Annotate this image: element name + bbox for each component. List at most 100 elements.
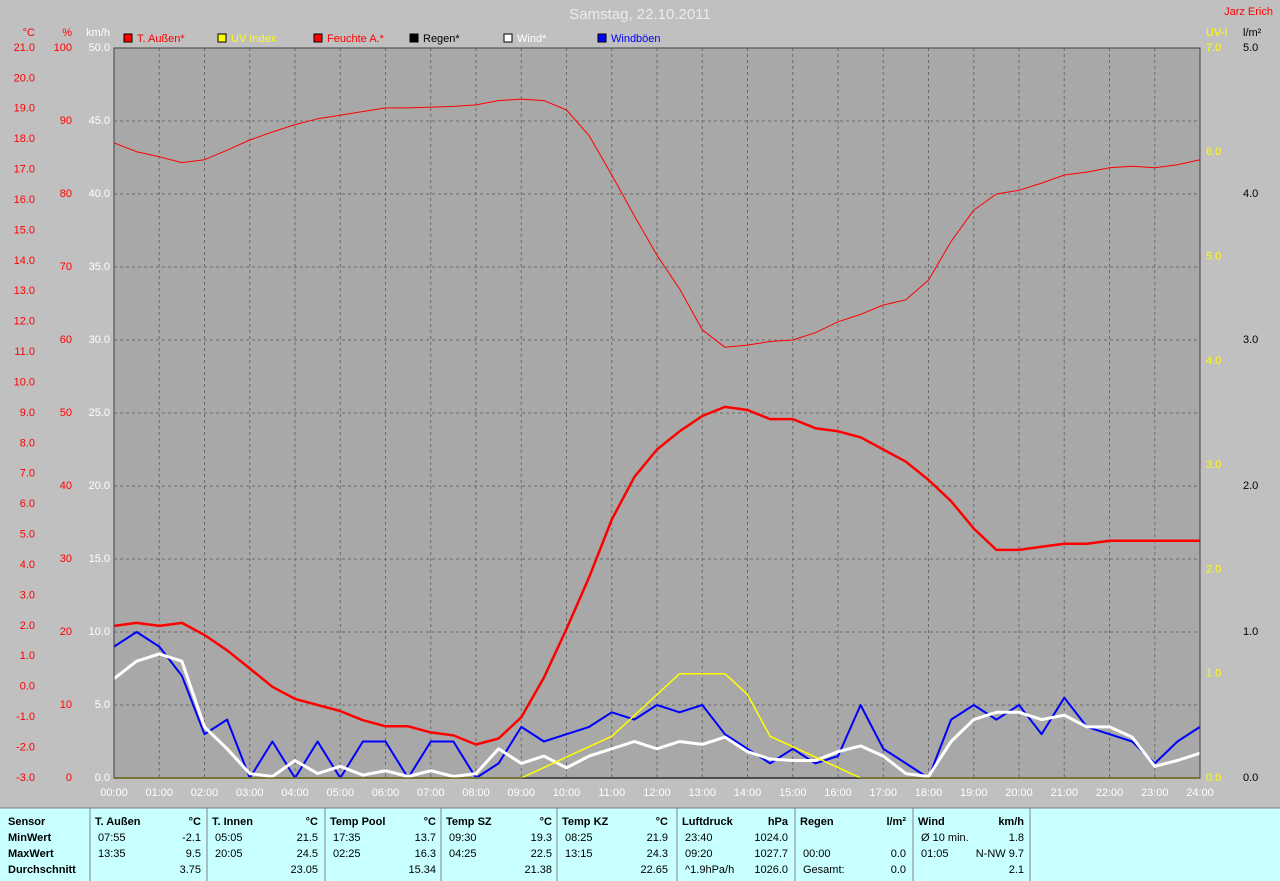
cell-time: 09:30 [449,832,477,844]
cell-time: 07:55 [98,832,126,844]
row-label: MaxWert [8,848,54,860]
axis-unit: l/m² [1243,27,1262,39]
group-unit: °C [656,816,668,828]
y-tick-label: 2.0 [1243,480,1258,492]
y-tick-label: 3.0 [1206,459,1221,471]
cell-value: 15.34 [408,864,436,876]
cell-value: 16.3 [415,848,436,860]
y-tick-label: 5.0 [20,529,35,541]
cell-value: 0.0 [891,848,906,860]
y-tick-label: 90 [60,115,72,127]
y-tick-label: 17.0 [14,164,35,176]
x-tick-label: 11:00 [598,787,625,799]
y-tick-label: 19.0 [14,103,35,115]
x-tick-label: 14:00 [734,787,762,799]
x-tick-label: 04:00 [281,787,309,799]
y-tick-label: 70 [60,261,72,273]
cell-value: 22.5 [531,848,552,860]
y-tick-label: 15.0 [14,224,35,236]
y-tick-label: 5.0 [1243,42,1258,54]
group-unit: °C [424,816,436,828]
cell-time: 20:05 [215,848,243,860]
y-tick-label: 12.0 [14,316,35,328]
group-unit: hPa [768,816,789,828]
group-name: Wind [918,816,945,828]
cell-value: 24.3 [647,848,668,860]
legend-label: Windböen [611,33,661,45]
series-line [113,652,1201,778]
y-tick-label: 0 [66,772,72,784]
row-label: Sensor [8,816,46,828]
axis-unit: UV-I [1206,27,1227,39]
x-tick-label: 02:00 [191,787,219,799]
group-name: Temp KZ [562,816,609,828]
cell-value: 0.0 [891,864,906,876]
legend-label: Regen* [423,33,460,45]
y-tick-label: 8.0 [20,437,35,449]
cell-value: 21.5 [297,832,318,844]
y-tick-label: 11.0 [14,346,35,358]
y-tick-label: 0.0 [20,681,35,693]
x-tick-label: 20:00 [1005,787,1033,799]
y-tick-label: 0.0 [95,772,110,784]
group-name: T. Innen [212,816,253,828]
plot-frame [113,47,1201,779]
y-tick-label: 35.0 [89,261,110,273]
cell-time: 01:05 [921,848,949,860]
cell-time: Ø 10 min. [921,832,969,844]
cell-value: 22.65 [640,864,668,876]
y-tick-label: 45.0 [89,115,110,127]
axis-unit: °C [23,27,35,39]
y-tick-label: 9.0 [20,407,35,419]
legend-label: UV Index [231,33,277,45]
group-name: Regen [800,816,834,828]
y-tick-label: -2.0 [16,741,35,753]
y-tick-label: 40.0 [89,188,110,200]
legend-label: Feuchte A.* [327,33,385,45]
y-tick-label: 3.0 [1243,334,1258,346]
cell-value: 21.38 [524,864,552,876]
y-tick-label: 1.0 [20,650,35,662]
x-tick-label: 19:00 [960,787,988,799]
cell-value: 19.3 [531,832,552,844]
x-tick-label: 23:00 [1141,787,1169,799]
y-tick-label: 7.0 [20,468,35,480]
x-tick-label: 00:00 [100,787,128,799]
x-tick-label: 13:00 [688,787,716,799]
y-tick-label: 13.0 [14,285,35,297]
x-tick-label: 08:00 [462,787,490,799]
y-tick-label: 10.0 [14,376,35,388]
cell-value: 13.7 [415,832,436,844]
group-name: T. Außen [95,816,141,828]
cell-time: 04:25 [449,848,477,860]
x-tick-label: 22:00 [1096,787,1124,799]
group-unit: °C [540,816,552,828]
group-name: Temp Pool [330,816,385,828]
y-tick-label: -1.0 [16,711,35,723]
group-unit: °C [189,816,201,828]
cell-time: 08:25 [565,832,593,844]
row-label: Durchschnitt [8,864,76,876]
cell-time: 09:20 [685,848,713,860]
y-tick-label: 7.0 [1206,42,1221,54]
x-tick-label: 05:00 [326,787,354,799]
axis-unit: % [62,27,72,39]
y-tick-label: 14.0 [14,255,35,267]
summary-background [0,808,1280,881]
legend-swatch [313,33,323,43]
x-tick-label: 01:00 [145,787,173,799]
y-tick-label: 2.0 [1206,563,1221,575]
x-tick-label: 06:00 [372,787,400,799]
y-tick-label: 50 [60,407,72,419]
y-tick-label: -3.0 [16,772,35,784]
x-tick-label: 09:00 [507,787,535,799]
y-tick-label: 4.0 [1206,355,1221,367]
legend-swatch [597,33,607,43]
y-tick-label: 1.0 [1243,626,1258,638]
cell-value: 1027.7 [754,848,788,860]
y-tick-label: 20 [60,626,72,638]
x-tick-label: 17:00 [869,787,897,799]
x-tick-label: 10:00 [553,787,581,799]
y-tick-label: 5.0 [1206,250,1221,262]
